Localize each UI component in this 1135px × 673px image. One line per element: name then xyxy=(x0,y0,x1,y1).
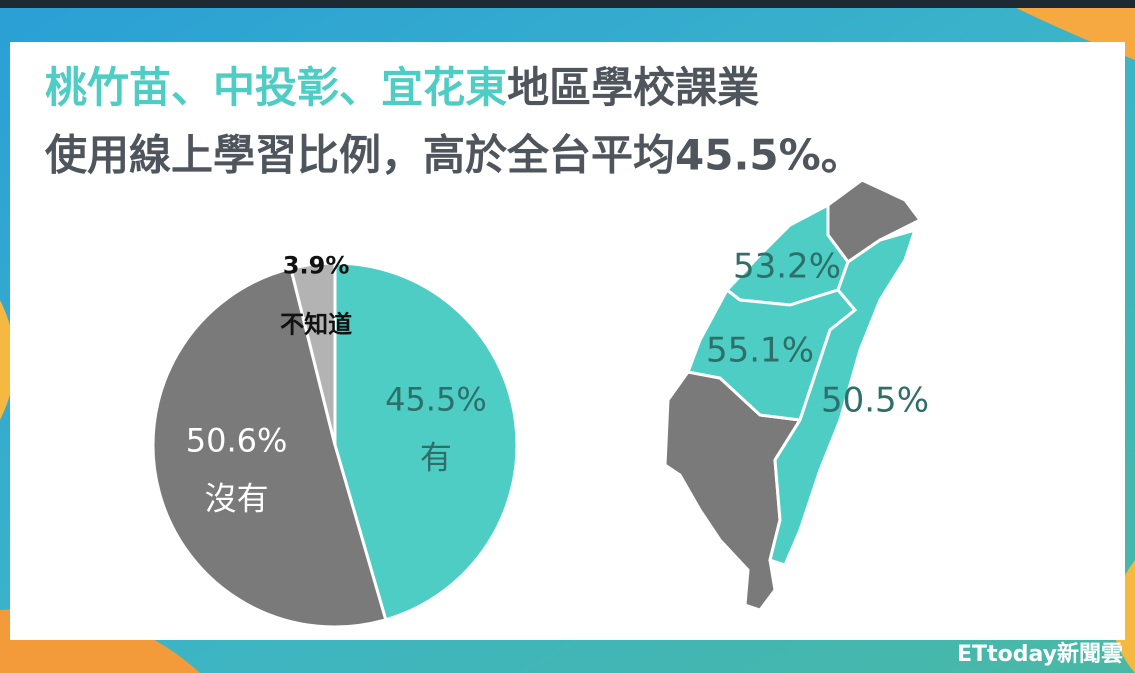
slice-category-label: 沒有 xyxy=(205,480,269,518)
top-strip xyxy=(0,0,1135,8)
title-segment: 、 xyxy=(339,63,381,112)
slice-category-label: 不知道 xyxy=(280,310,352,338)
title-segment: 桃竹苗 xyxy=(45,63,171,112)
watermark: ETtoday新聞雲 xyxy=(957,641,1123,667)
title: 桃竹苗、中投彰、宜花東地區學校課業 xyxy=(45,63,759,112)
region-value-label: 53.2% xyxy=(733,247,841,287)
title-segment: 、 xyxy=(171,63,213,112)
slice-value-label: 3.9% xyxy=(283,251,350,279)
pie-slice xyxy=(151,266,388,629)
pie-slice xyxy=(333,261,519,622)
slice-category-label: 有 xyxy=(420,439,452,477)
region-value-label: 50.5% xyxy=(821,381,929,421)
title-segment: 中投彰 xyxy=(213,63,339,112)
pie-chart: 45.5% 有 50.6% 沒有 3.9% 不知道 xyxy=(151,251,519,629)
region xyxy=(768,227,918,567)
pie-slice xyxy=(289,261,337,446)
title-segment: 地區學校課業 xyxy=(507,63,759,112)
region-value-label: 55.1% xyxy=(706,331,814,371)
map: 53.2% 55.1%50.5% xyxy=(663,178,929,612)
title-segment: 宜花東 xyxy=(381,63,507,112)
slice-value-label: 50.6% xyxy=(186,422,288,460)
subtitle: 使用線上學習比例，高於全台平均45.5%。 xyxy=(45,131,863,180)
slice-value-label: 45.5% xyxy=(385,381,487,419)
